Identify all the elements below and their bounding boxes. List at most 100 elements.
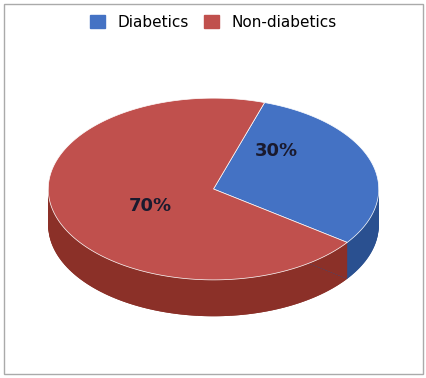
Polygon shape (366, 221, 367, 246)
Polygon shape (63, 227, 65, 248)
Polygon shape (161, 275, 165, 311)
Polygon shape (58, 220, 59, 257)
Polygon shape (69, 233, 70, 263)
Polygon shape (204, 280, 208, 298)
Polygon shape (57, 218, 58, 234)
Polygon shape (276, 272, 279, 303)
Polygon shape (337, 247, 340, 282)
Polygon shape (105, 258, 108, 287)
Polygon shape (132, 268, 135, 296)
Polygon shape (141, 271, 144, 274)
Polygon shape (97, 254, 100, 290)
Polygon shape (108, 259, 110, 286)
Polygon shape (364, 225, 365, 248)
Polygon shape (344, 242, 346, 265)
Polygon shape (135, 269, 138, 292)
Polygon shape (54, 212, 55, 242)
Polygon shape (60, 224, 62, 255)
Polygon shape (193, 279, 197, 293)
Polygon shape (208, 280, 212, 315)
Polygon shape (332, 250, 335, 286)
Polygon shape (69, 233, 70, 249)
Polygon shape (302, 265, 305, 299)
Polygon shape (233, 279, 237, 308)
Polygon shape (349, 240, 350, 268)
Polygon shape (172, 277, 176, 291)
Polygon shape (50, 203, 51, 232)
Polygon shape (138, 270, 141, 297)
Polygon shape (322, 256, 325, 292)
Polygon shape (366, 221, 367, 228)
Polygon shape (367, 220, 368, 229)
Polygon shape (85, 246, 87, 279)
Polygon shape (54, 212, 55, 248)
Polygon shape (361, 228, 362, 255)
Polygon shape (161, 275, 165, 304)
Polygon shape (330, 252, 332, 277)
Polygon shape (251, 277, 255, 285)
Polygon shape (70, 234, 72, 258)
Polygon shape (110, 260, 113, 264)
Polygon shape (97, 254, 100, 277)
Polygon shape (269, 274, 272, 299)
Polygon shape (360, 229, 361, 232)
Polygon shape (289, 269, 292, 294)
Polygon shape (295, 267, 299, 274)
Polygon shape (259, 276, 262, 284)
Polygon shape (223, 280, 226, 282)
Polygon shape (60, 224, 62, 240)
Polygon shape (57, 218, 58, 254)
Polygon shape (368, 219, 369, 240)
Polygon shape (285, 270, 289, 295)
Polygon shape (342, 244, 344, 267)
Polygon shape (337, 247, 340, 276)
Polygon shape (369, 217, 370, 249)
Polygon shape (78, 241, 80, 255)
Polygon shape (54, 212, 55, 220)
Polygon shape (358, 231, 359, 235)
Polygon shape (119, 264, 122, 267)
Polygon shape (305, 263, 308, 285)
Polygon shape (317, 259, 319, 271)
Polygon shape (53, 210, 54, 247)
Polygon shape (62, 226, 63, 249)
Polygon shape (74, 238, 76, 249)
Polygon shape (78, 241, 80, 257)
Polygon shape (237, 279, 241, 285)
Polygon shape (322, 256, 325, 261)
Polygon shape (359, 231, 360, 249)
Polygon shape (355, 234, 356, 245)
Polygon shape (364, 225, 365, 254)
Polygon shape (158, 275, 161, 297)
Polygon shape (97, 254, 100, 287)
Polygon shape (60, 224, 62, 226)
Polygon shape (351, 237, 352, 270)
Polygon shape (102, 256, 105, 287)
Polygon shape (151, 273, 155, 279)
Polygon shape (74, 238, 76, 273)
Polygon shape (119, 264, 122, 281)
Polygon shape (94, 252, 97, 278)
Polygon shape (347, 241, 348, 248)
Polygon shape (348, 240, 349, 257)
Polygon shape (51, 206, 52, 235)
Polygon shape (197, 279, 201, 282)
Polygon shape (92, 251, 94, 279)
Polygon shape (108, 259, 110, 282)
Polygon shape (69, 233, 70, 269)
Polygon shape (62, 226, 63, 237)
Polygon shape (141, 271, 144, 282)
Polygon shape (359, 231, 360, 253)
Polygon shape (74, 238, 76, 257)
Polygon shape (285, 270, 289, 277)
Polygon shape (335, 249, 337, 266)
Polygon shape (85, 246, 87, 284)
Polygon shape (50, 203, 51, 237)
Polygon shape (94, 252, 97, 271)
Polygon shape (340, 246, 342, 283)
Polygon shape (357, 232, 358, 264)
Polygon shape (285, 270, 289, 307)
Polygon shape (83, 245, 85, 277)
Polygon shape (322, 256, 325, 271)
Polygon shape (354, 235, 355, 267)
